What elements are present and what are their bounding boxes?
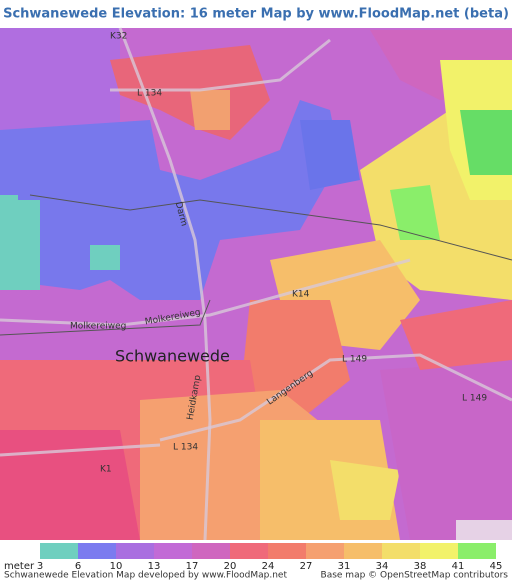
legend-tick: 13: [148, 561, 161, 572]
map-label: K32: [110, 32, 127, 42]
legend-swatch: [230, 543, 268, 559]
legend-swatch: [382, 543, 420, 559]
map-label: Molkereiweg: [70, 322, 126, 332]
legend-swatch: [40, 543, 78, 559]
legend-swatch: [344, 543, 382, 559]
legend-tick: 6: [75, 561, 81, 572]
legend-tick: 31: [338, 561, 351, 572]
legend-swatch: [306, 543, 344, 559]
map-label: L 149: [342, 355, 367, 365]
map-label: L 134: [137, 89, 162, 99]
legend-swatch: [192, 543, 230, 559]
legend-tick: 3: [37, 561, 43, 572]
legend-swatch: [268, 543, 306, 559]
footer-right: Base map © OpenStreetMap contributors: [321, 571, 509, 581]
legend-tick: 10: [110, 561, 123, 572]
legend-tick: 38: [414, 561, 427, 572]
legend-tick: 20: [224, 561, 237, 572]
map: K32 L 134 Darm K14 Molkereiweg Molkereiw…: [0, 27, 512, 541]
legend-tick: 45: [490, 561, 503, 572]
legend-swatch: [420, 543, 458, 559]
map-label: L 149: [462, 394, 487, 404]
legend-unit: meter: [4, 561, 35, 572]
map-label: L 134: [173, 443, 198, 453]
footer-left: Schwanewede Elevation Map developed by w…: [4, 571, 287, 581]
legend-swatch: [154, 543, 192, 559]
legend-swatch: [116, 543, 154, 559]
legend-tick: 24: [262, 561, 275, 572]
legend-tick: 27: [300, 561, 313, 572]
legend-tick: 41: [452, 561, 465, 572]
legend-tick: 17: [186, 561, 199, 572]
map-label: K1: [100, 465, 112, 475]
legend: meter 3 6 10 13 17 20 24 27 31 34 38 41 45: [4, 543, 502, 572]
legend-swatch: [458, 543, 496, 559]
legend-tick: 34: [376, 561, 389, 572]
place-label: Schwanewede: [115, 347, 230, 366]
map-label: K14: [292, 290, 310, 300]
title: Schwanewede Elevation: 16 meter Map by w…: [3, 7, 509, 22]
legend-swatch: [78, 543, 116, 559]
